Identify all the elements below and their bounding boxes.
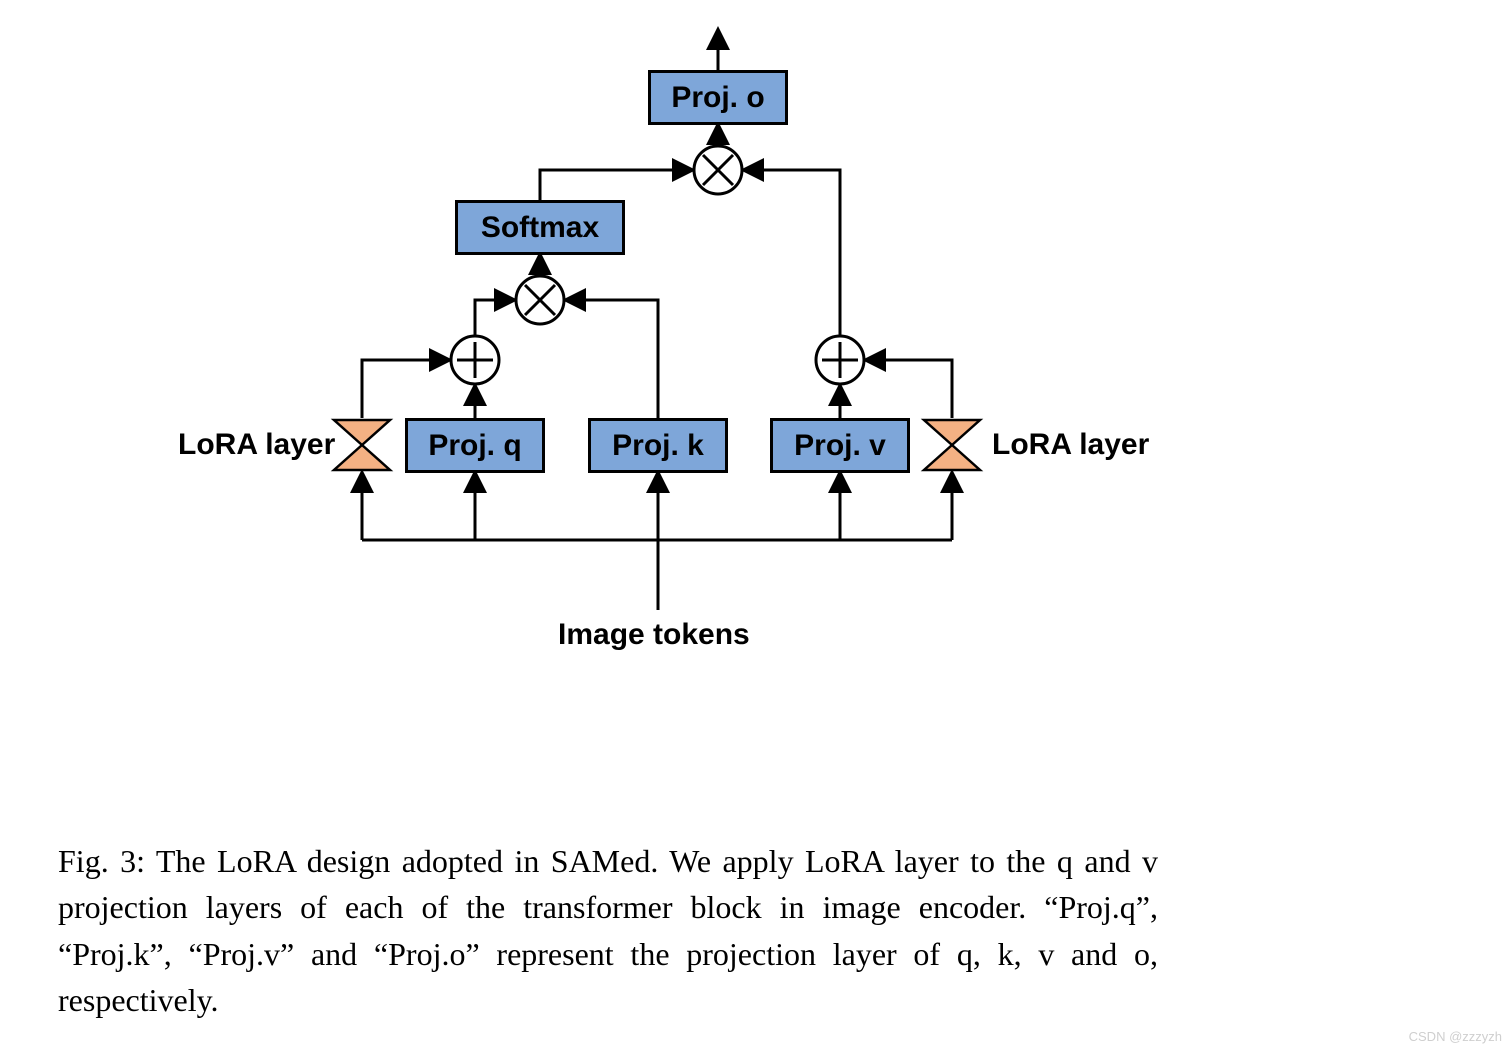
lora-right-shape (924, 420, 980, 470)
figure-canvas: Proj. q Proj. k Proj. v Softmax Proj. o … (0, 0, 1512, 1050)
watermark: CSDN @zzzyzh (1409, 1029, 1502, 1044)
mul-qk-operator (516, 276, 564, 324)
proj-o-label: Proj. o (671, 81, 764, 115)
add-q-operator (451, 336, 499, 384)
watermark-text: CSDN @zzzyzh (1409, 1029, 1502, 1044)
proj-v-box: Proj. v (770, 418, 910, 473)
input-text: Image tokens (558, 618, 750, 651)
proj-o-box: Proj. o (648, 70, 788, 125)
caption-text: Fig. 3: The LoRA design adopted in SAMed… (58, 843, 1158, 1018)
proj-v-label: Proj. v (794, 429, 886, 463)
proj-k-box: Proj. k (588, 418, 728, 473)
add-v-operator (816, 336, 864, 384)
proj-k-label: Proj. k (612, 429, 704, 463)
lora-left-label: LoRA layer (178, 428, 335, 462)
input-label: Image tokens (558, 618, 750, 652)
proj-q-box: Proj. q (405, 418, 545, 473)
mul-sv-operator (694, 146, 742, 194)
proj-q-label: Proj. q (428, 429, 521, 463)
lora-left-text: LoRA layer (178, 428, 335, 461)
lora-right-label: LoRA layer (992, 428, 1149, 462)
softmax-box: Softmax (455, 200, 625, 255)
figure-caption: Fig. 3: The LoRA design adopted in SAMed… (58, 838, 1158, 1024)
softmax-label: Softmax (481, 211, 599, 245)
lora-left-shape (334, 420, 390, 470)
lora-right-text: LoRA layer (992, 428, 1149, 461)
